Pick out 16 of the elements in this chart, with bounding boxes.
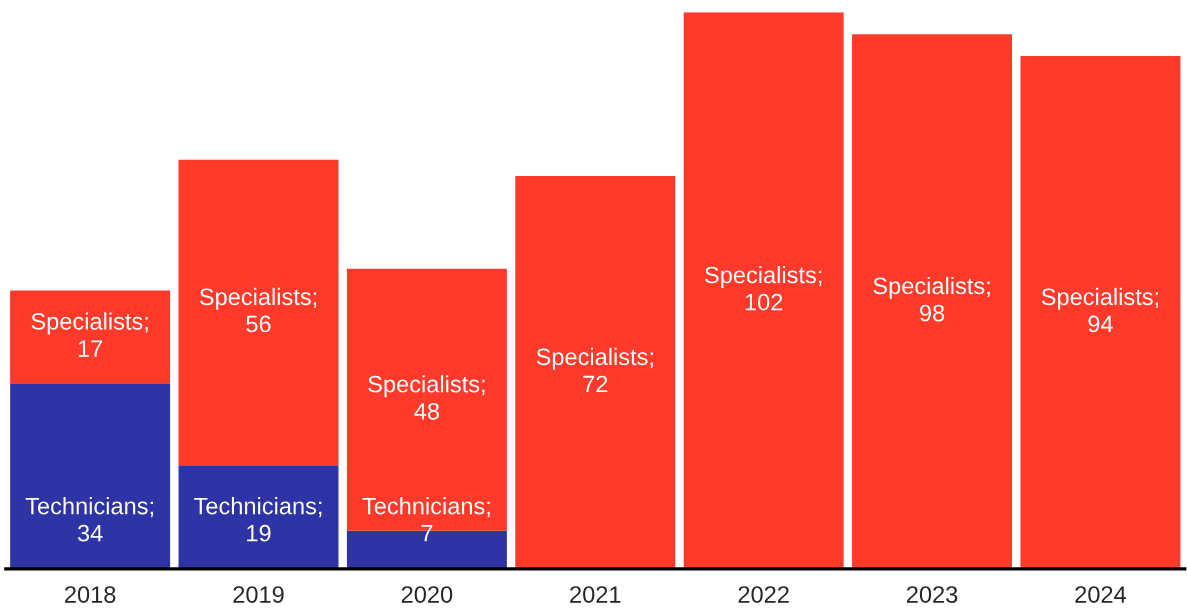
- x-tick-label: 2024: [1075, 586, 1127, 603]
- x-tick-label: 2022: [738, 586, 789, 603]
- data-label: Technicians; 34: [25, 497, 153, 542]
- data-label: Specialists; 56: [199, 287, 317, 333]
- data-label: Specialists; 102: [705, 266, 822, 311]
- data-label: Specialists; 98: [873, 276, 990, 322]
- data-label: Technicians; 19: [194, 497, 322, 542]
- data-label: Specialists; 48: [368, 375, 485, 420]
- data-label: Specialists; 17: [31, 312, 148, 357]
- x-tick-label: 2018: [65, 586, 116, 603]
- data-label: Specialists; 72: [536, 347, 653, 393]
- x-tick-label: 2023: [906, 586, 958, 603]
- data-label: Specialists; 94: [1041, 287, 1159, 333]
- x-tick-label: 2019: [233, 586, 284, 603]
- x-tick-label: 2021: [570, 586, 621, 603]
- x-tick-label: 2020: [401, 586, 453, 603]
